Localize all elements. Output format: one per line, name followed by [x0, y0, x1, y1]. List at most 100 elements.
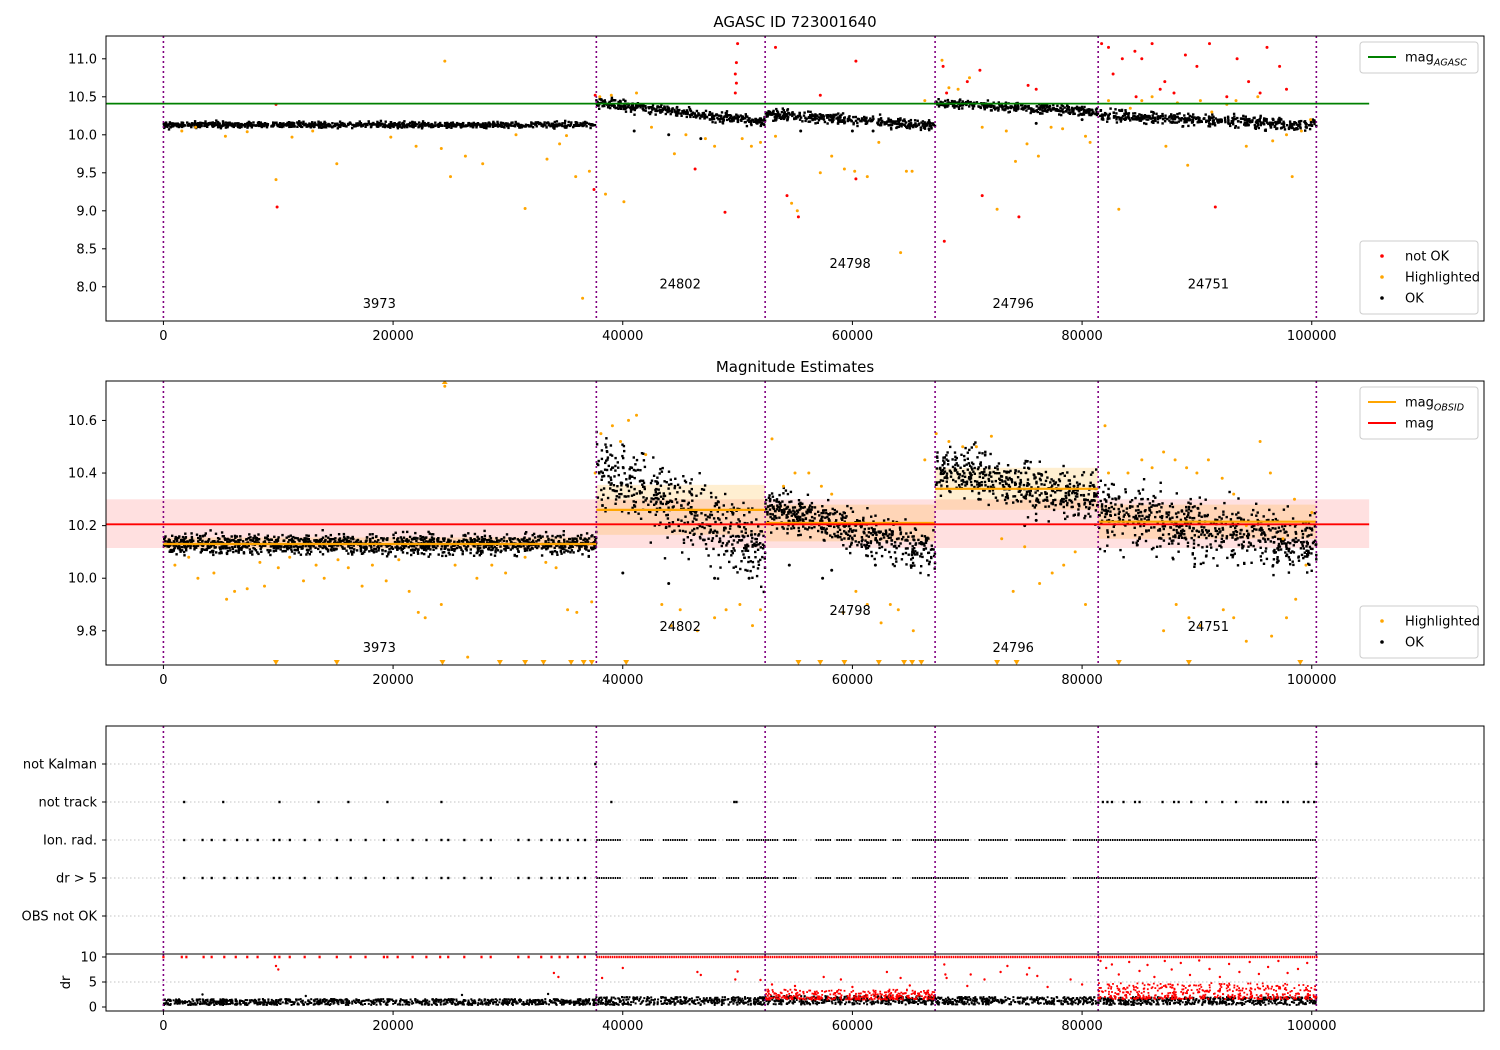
mag-ok-point-0-470 [247, 544, 250, 547]
agasc-ok-point-0-290 [166, 125, 169, 128]
agasc-ok-point-0-851 [262, 124, 266, 127]
mag-ok-point-0-798 [420, 552, 423, 555]
agasc-ok-point-1-334 [736, 117, 739, 120]
agasc-ok-sparse-1 [667, 133, 671, 137]
mag-ok-point-0-987 [392, 536, 395, 540]
mag-ok-point-1-24 [695, 510, 698, 513]
agasc-ok-point-2-102 [794, 115, 798, 118]
mag-ok-point-0-696 [465, 546, 468, 549]
agasc-ok-point-0-495 [445, 126, 448, 129]
mag-ok-point-0-1002 [529, 548, 532, 551]
agasc-ok-point-0-291 [496, 122, 500, 125]
mag-ok-point-1-142 [652, 497, 655, 501]
mag-ok-point-0-622 [292, 539, 295, 542]
mag-ok-point-0-406 [290, 548, 293, 551]
agasc-ok-point-0-530 [488, 124, 491, 127]
mag-ok-point-1-64 [744, 528, 747, 531]
mag-ok-point-0-540 [347, 539, 351, 543]
mag-ok-point-2-328 [893, 551, 897, 554]
mag-ok-point-2-316 [790, 527, 793, 530]
mag-ok-point-0-747 [515, 555, 519, 558]
mag-ok-point-2-150 [905, 563, 908, 566]
mag-ok-point-1-420 [656, 482, 659, 486]
agasc-highlighted-72 [1210, 110, 1214, 114]
agasc-ok-point-2-184 [905, 125, 908, 129]
agasc-ok-point-0-826 [565, 125, 569, 128]
mag-ok-point-0-1176 [427, 555, 430, 558]
agasc-ok-point-4-99 [1168, 119, 1171, 122]
mag-ok-point-1-376 [723, 526, 727, 529]
mag-ok-point-2-278 [881, 532, 885, 535]
agasc-ok-point-0-665 [451, 121, 455, 124]
agasc-ok-point-4-388 [1119, 116, 1122, 120]
agasc-ok-point-0-487 [399, 125, 402, 128]
mag-ok-point-1-176 [652, 474, 656, 477]
mag-ok-point-0-841 [189, 546, 192, 550]
agasc-ok-point-4-63 [1266, 121, 1269, 124]
agasc-ok-point-1-183 [639, 106, 642, 109]
agasc-ok-point-4-323 [1192, 124, 1196, 127]
agasc-ok-point-4-465 [1290, 126, 1294, 130]
mag-ok-point-0-1001 [489, 537, 493, 540]
mag-ok-point-1-378 [666, 517, 670, 520]
mag-ok-point-0-262 [204, 532, 207, 535]
mag-ok-point-1-414 [708, 516, 711, 519]
mag-ok-point-0-528 [253, 534, 256, 538]
agasc-ok-point-0-630 [300, 125, 304, 129]
mag-ok-point-0-408 [446, 548, 450, 551]
mag-ok-point-0-1221 [247, 536, 250, 540]
agasc-ok-point-0-629 [468, 123, 471, 126]
agasc-ok-point-3-331 [1061, 108, 1064, 111]
agasc-highlighted-38 [795, 209, 799, 213]
agasc-ok-point-0-877 [177, 124, 180, 128]
mag-ok-point-0-666 [233, 545, 237, 548]
agasc-highlighted-26 [622, 200, 626, 204]
mag-ok-point-0-665 [334, 540, 337, 543]
mag-ok-point-2-343 [788, 508, 791, 512]
mag-ok-point-2-209 [825, 531, 829, 535]
mag-ok-point-0-627 [278, 545, 281, 548]
agasc-ok-point-4-385 [1152, 111, 1155, 114]
agasc-ok-point-3-343 [1026, 105, 1029, 108]
mag-ok-point-0-153 [237, 549, 241, 552]
mag-ok-point-1-91 [746, 534, 750, 538]
agasc-ok-point-0-715 [403, 120, 406, 123]
mag-ok-point-2-167 [897, 544, 901, 548]
mag-ok-point-0-1101 [440, 545, 444, 548]
mag-ok-point-1-293 [623, 449, 626, 453]
agasc-ok-point-1-77 [750, 123, 753, 127]
agasc-ok-point-2-226 [854, 119, 858, 123]
mag-ok-point-0-357 [273, 535, 276, 538]
mag-ok-point-0-1222 [284, 545, 287, 548]
agasc-ok-point-0-445 [248, 124, 251, 127]
mag-ok-point-0-568 [546, 547, 549, 550]
agasc-ok-point-4-322 [1164, 117, 1167, 120]
agasc-ok-point-4-399 [1256, 119, 1260, 122]
mag-ok-point-1-189 [614, 498, 618, 501]
mag-ok-point-0-1041 [386, 538, 389, 542]
agasc-ok-point-3-259 [1080, 105, 1084, 109]
mag-ok-point-0-837 [469, 538, 472, 541]
agasc-ok-point-0-916 [200, 123, 203, 127]
agasc-ok-point-2-143 [919, 128, 923, 132]
mag-ok-point-2-197 [843, 525, 846, 528]
agasc-ok-point-3-314 [968, 105, 971, 108]
agasc-ok-point-2-357 [765, 115, 768, 118]
agasc-ok-point-2-294 [881, 119, 884, 123]
mag-ok-point-0-921 [170, 548, 173, 552]
agasc-ok-point-0-664 [503, 123, 507, 127]
agasc-ok-point-0-328 [232, 125, 235, 129]
agasc-ok-point-4-478 [1313, 119, 1316, 122]
mag-ok-point-0-192 [252, 546, 255, 550]
mag-ok-point-0-978 [365, 548, 368, 551]
agasc-ok-point-4-297 [1278, 116, 1281, 120]
agasc-ok-point-3-317 [1091, 112, 1094, 116]
mag-ok-point-2-268 [860, 540, 864, 543]
agasc-ok-point-1-365 [603, 104, 606, 108]
mag-ok-point-0-1173 [400, 548, 403, 552]
mag-ok-point-0-698 [569, 551, 572, 554]
mag-ok-point-1-159 [609, 453, 612, 456]
agasc-ok-point-0-666 [351, 126, 354, 130]
agasc-ok-point-4-174 [1161, 117, 1165, 121]
mag-ok-point-0-303 [563, 538, 566, 542]
